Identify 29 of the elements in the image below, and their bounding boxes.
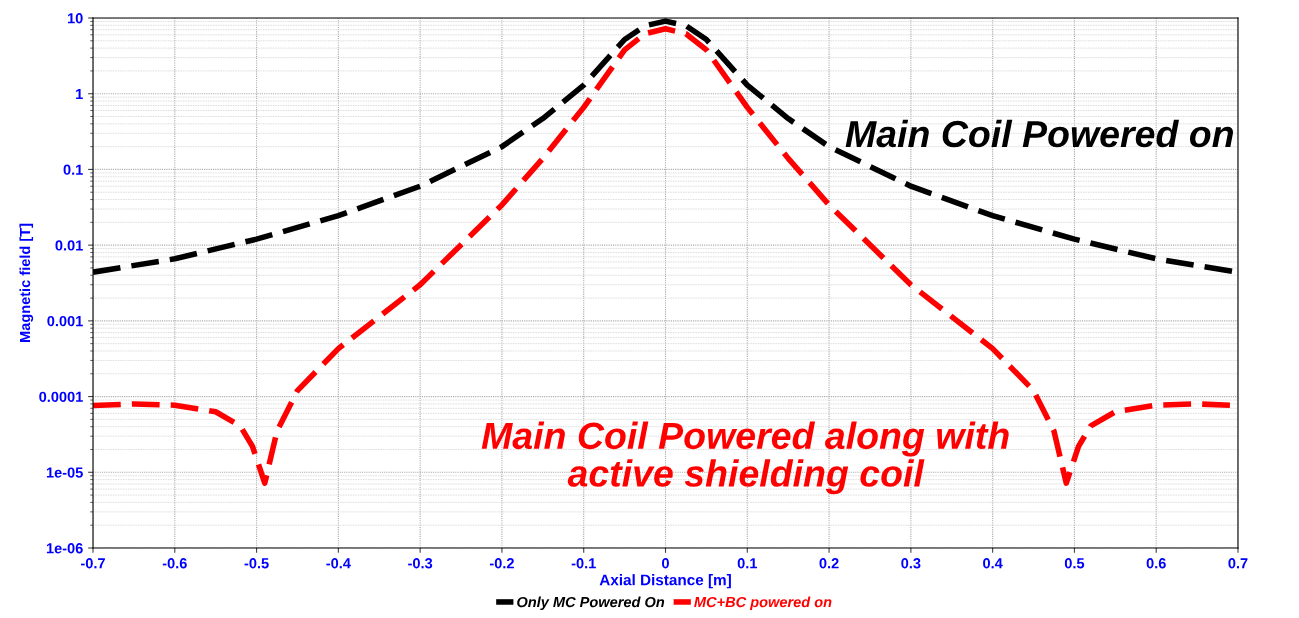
legend-label: Only MC Powered On [517, 596, 665, 611]
annotation: Main Coil Powered on [845, 119, 1234, 148]
legend-label: MC+BC powered on [694, 596, 832, 611]
y-tick-label: 0.001 [47, 315, 83, 327]
x-tick-label: -0.2 [489, 558, 514, 569]
x-axis-title: Axial Distance [m] [599, 574, 731, 589]
y-tick-label: 1e-05 [46, 467, 83, 478]
x-tick-label: 0.4 [983, 558, 1003, 569]
x-tick-label: 0.3 [901, 558, 921, 569]
y-tick-label: 10 [67, 13, 83, 24]
x-tick-label: -0.5 [244, 558, 269, 569]
x-tick-label: 0.6 [1146, 558, 1166, 569]
x-tick-label: 0.7 [1228, 558, 1248, 569]
x-tick-label: -0.6 [162, 558, 187, 569]
x-tick-label: -0.7 [81, 558, 105, 569]
y-tick-label: 1e-06 [46, 543, 83, 554]
x-tick-label: -0.4 [326, 558, 351, 569]
x-tick-label: 0 [662, 558, 669, 569]
x-tick-label: 0.1 [737, 558, 758, 569]
y-tick-label: 0.1 [63, 164, 83, 175]
x-tick-label: -0.1 [571, 558, 596, 569]
annotation: Main Coil Powered along with active shielding coil [481, 421, 1009, 495]
y-tick-label: 1 [76, 88, 83, 99]
y-tick-label: 0.01 [55, 240, 83, 251]
y-tick-label: 0.0001 [39, 391, 83, 402]
x-tick-label: 0.2 [819, 558, 839, 569]
y-axis-title: Magnetic field [T] [19, 223, 34, 342]
x-tick-label: -0.3 [408, 558, 433, 569]
x-tick-label: 0.5 [1064, 558, 1085, 569]
